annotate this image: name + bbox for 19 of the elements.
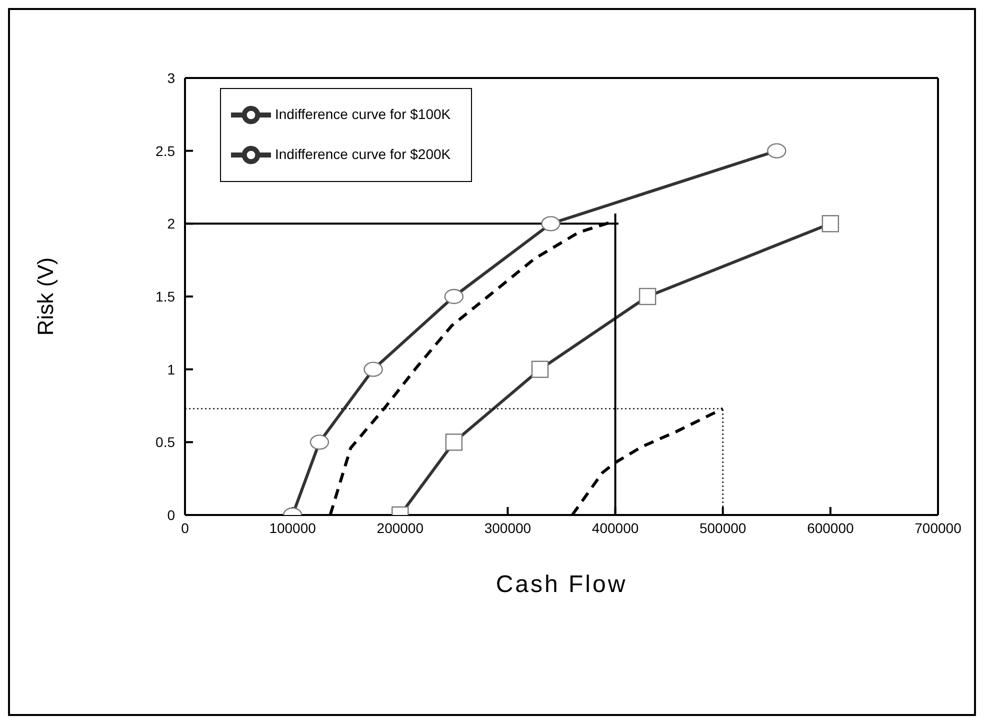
x-tick-label: 500000	[700, 520, 746, 536]
y-tick-label: 1.5	[156, 288, 176, 304]
x-tick-label: 300000	[484, 520, 532, 536]
y-tick-label: 2.5	[156, 142, 176, 159]
legend-label: Indifference curve for $200K	[275, 146, 451, 162]
legend-label: Indifference curve for $100K	[275, 106, 451, 122]
x-tick-label: 400000	[592, 520, 639, 536]
y-tick-label: 0	[167, 506, 176, 523]
x-tick-label: 600000	[807, 520, 854, 536]
y-axis-title: Risk (V)	[32, 257, 58, 336]
x-tick-label: 700000	[914, 520, 962, 536]
y-tick-label: 1	[167, 361, 176, 378]
x-axis-title: Cash Flow	[496, 571, 628, 598]
x-tick-label: 100000	[269, 520, 316, 536]
y-tick-label: 3	[167, 70, 176, 86]
y-tick-label: 2	[167, 216, 176, 232]
x-tick-label: 200000	[376, 520, 424, 536]
x-tick-label: 0	[181, 520, 190, 536]
y-tick-label: 0.5	[156, 434, 176, 450]
